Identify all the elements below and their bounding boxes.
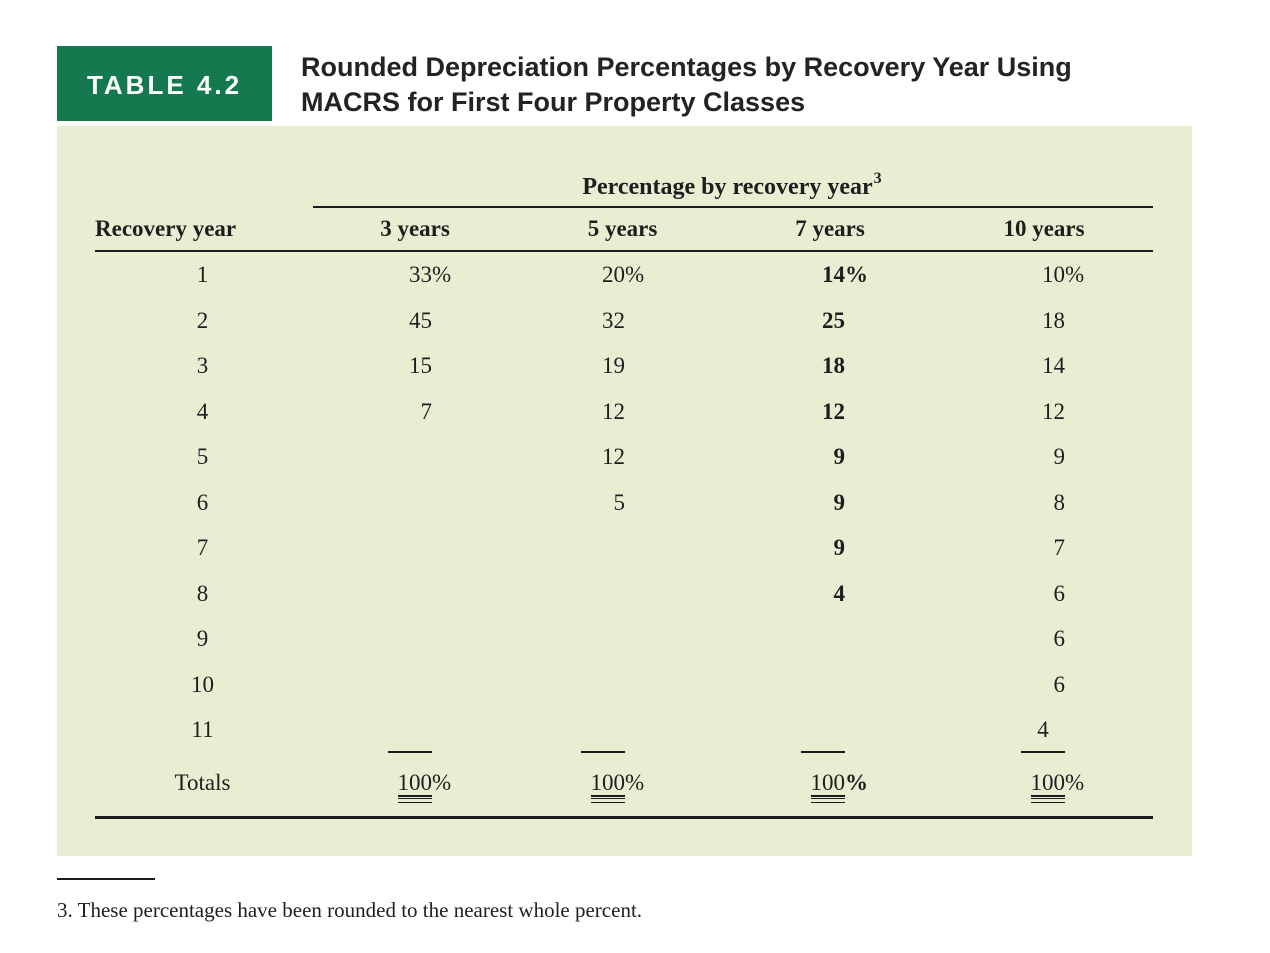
footnote-rule — [57, 878, 155, 880]
value-cell: 18 — [1042, 307, 1065, 333]
value-cell — [520, 707, 725, 753]
table-row: 4 7 12 12 12 — [95, 389, 1153, 435]
value-cell: 9 — [833, 489, 846, 515]
value-cell — [310, 707, 520, 753]
value-cell — [520, 525, 725, 571]
table-bottom-rule — [95, 816, 1153, 819]
value-cell — [520, 571, 725, 617]
table-title: Rounded Depreciation Percentages by Reco… — [301, 50, 1072, 120]
value-cell — [310, 662, 520, 708]
title-line-1: Rounded Depreciation Percentages by Reco… — [301, 52, 1072, 82]
table-row: 5 12 9 9 — [95, 434, 1153, 480]
column-header-7-years: 7 years — [795, 216, 865, 241]
year-cell: 7 — [196, 535, 209, 560]
value-cell: 19 — [602, 353, 625, 378]
table-row: 8 4 6 — [95, 571, 1153, 617]
value-cell — [725, 662, 935, 708]
table-row: 6 5 9 8 — [95, 480, 1153, 526]
value-cell — [310, 480, 520, 526]
sum-rule: 4 — [1021, 713, 1065, 753]
value-cell: 7 — [420, 398, 433, 424]
spanning-header-text: Percentage by recovery year — [582, 174, 873, 200]
value-cell — [310, 616, 520, 662]
totals-row: Totals 100% 100% 100% 100% — [95, 753, 1153, 813]
value-cell: 25 — [822, 307, 845, 333]
value-cell: 32 — [602, 307, 625, 333]
year-cell: 3 — [196, 353, 209, 378]
table-row: 9 6 — [95, 616, 1153, 662]
year-cell: 5 — [196, 444, 209, 469]
value-cell: 6 — [1053, 626, 1066, 651]
value-cell — [310, 525, 520, 571]
totals-label: Totals — [174, 769, 231, 795]
value-cell: 4 — [833, 580, 846, 606]
table-label-box: TABLE 4.2 — [57, 46, 272, 121]
value-cell: 4 — [935, 707, 1153, 753]
total-value-cell: 100% — [310, 753, 520, 813]
year-cell: 2 — [196, 307, 209, 333]
value-cell: 12 — [822, 398, 845, 424]
column-header-5-years: 5 years — [587, 216, 658, 241]
value-cell: 5 — [613, 489, 626, 515]
table-row: 2 45 32 25 18 — [95, 298, 1153, 344]
column-header-10-years: 10 years — [1003, 216, 1085, 241]
value-cell — [310, 434, 520, 480]
value-cell: 20% — [602, 262, 645, 287]
value-cell — [520, 616, 725, 662]
table-row: 7 9 7 — [95, 525, 1153, 571]
table-row: 11 4 — [95, 707, 1153, 753]
column-header-recovery-year: Recovery year — [95, 216, 237, 241]
spanning-header: Percentage by recovery year3 — [310, 166, 1153, 200]
value-cell — [310, 571, 520, 617]
total-value-cell: 100% — [520, 753, 725, 813]
value-cell: 18 — [822, 353, 845, 378]
total-value-cell: 100% — [725, 753, 935, 813]
sum-rule — [581, 713, 625, 753]
value-cell: 9 — [833, 535, 846, 560]
year-cell: 8 — [196, 580, 209, 606]
value-cell: 6 — [1053, 671, 1066, 697]
column-header-rule — [95, 250, 1153, 252]
value-cell: 15 — [409, 353, 432, 378]
value-cell: 9 — [1053, 444, 1066, 469]
value-cell: 6 — [1053, 580, 1066, 606]
value-cell: 8 — [1053, 489, 1066, 515]
year-cell: 11 — [191, 717, 214, 742]
table-label: TABLE 4.2 — [86, 70, 243, 100]
table-body: 1 33% 20% 14% 10% 2 45 32 25 18 3 15 19 … — [95, 252, 1153, 813]
value-cell: 14% — [822, 262, 868, 287]
table-row: 1 33% 20% 14% 10% — [95, 252, 1153, 298]
table-row: 3 15 19 18 14 — [95, 343, 1153, 389]
year-cell: 4 — [196, 398, 209, 424]
column-header-3-years: 3 years — [380, 216, 450, 241]
year-cell: 9 — [196, 626, 209, 651]
title-line-2: MACRS for First Four Property Classes — [301, 87, 806, 117]
value-cell: 12 — [602, 444, 625, 469]
year-cell: 6 — [196, 489, 209, 515]
value-cell: 10% — [1042, 262, 1085, 287]
column-header-row: Recovery year 3 years 5 years 7 years 10… — [95, 208, 1153, 250]
value-cell: 9 — [833, 444, 846, 469]
footnote-reference: 3 — [873, 170, 882, 187]
value-cell: 45 — [409, 307, 432, 333]
value-cell — [725, 707, 935, 753]
sum-rule — [388, 713, 432, 753]
sum-rule — [801, 713, 845, 753]
value-cell — [725, 616, 935, 662]
value-cell: 12 — [602, 398, 625, 424]
value-cell: 14 — [1042, 353, 1065, 378]
value-cell — [520, 662, 725, 708]
value-cell: 12 — [1042, 398, 1065, 424]
total-value-cell: 100% — [935, 753, 1153, 813]
table-panel: Percentage by recovery year3 Recovery ye… — [57, 126, 1192, 856]
value-cell: 33% — [409, 262, 452, 287]
spanning-header-rule — [313, 206, 1153, 208]
value-cell: 7 — [1053, 535, 1066, 560]
table-row: 10 6 — [95, 662, 1153, 708]
footnote-text: 3. These percentages have been rounded t… — [57, 898, 643, 922]
year-cell: 1 — [196, 262, 209, 287]
year-cell: 10 — [191, 671, 214, 697]
